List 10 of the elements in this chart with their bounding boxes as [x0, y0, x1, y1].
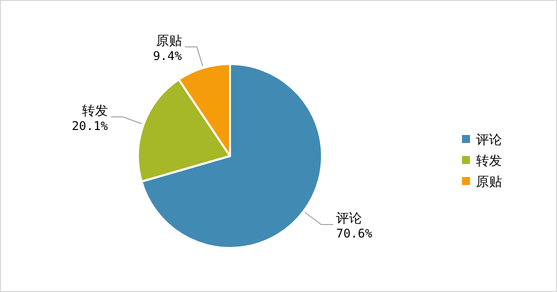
data-label: 9.4% [152, 48, 183, 63]
data-label: 70.6% [336, 226, 373, 241]
legend-label: 原贴 [476, 175, 502, 190]
legend-label: 转发 [476, 154, 502, 169]
legend-label: 评论 [476, 133, 502, 148]
slice-label: 转发 [82, 104, 108, 119]
data-label: 20.1% [72, 118, 109, 133]
slice-label: 评论 [336, 212, 362, 227]
pie-slice [140, 63, 323, 249]
slice-label: 原贴 [156, 34, 182, 49]
